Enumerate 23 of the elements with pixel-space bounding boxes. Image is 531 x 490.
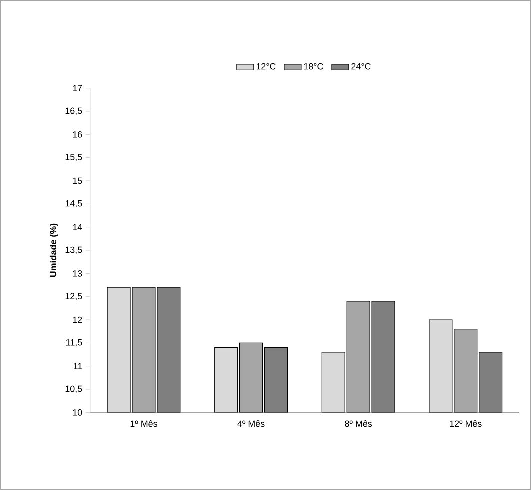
y-tick-label: 11,5 xyxy=(66,340,82,347)
x-tick-label: 8º Mês xyxy=(345,420,372,428)
y-tick-label: 16 xyxy=(73,131,82,138)
y-tick-label: 13,5 xyxy=(66,246,82,254)
y-tick-label: 15,5 xyxy=(66,154,82,162)
x-tick-label: 1º Mês xyxy=(130,420,158,428)
y-tick-label: 11 xyxy=(74,363,82,370)
y-tick-label: 16,5 xyxy=(66,108,82,116)
legend-label: 18°C xyxy=(304,63,324,70)
legend-label: 24°C xyxy=(352,63,371,70)
y-axis-title: Umidade (%) xyxy=(50,224,58,278)
x-tick-label: 12º Mês xyxy=(450,420,482,428)
y-tick-label: 14,5 xyxy=(66,200,82,208)
y-tick-label: 13 xyxy=(73,270,82,277)
y-tick-label: 17 xyxy=(73,85,82,92)
x-tick-label: 4º Mês xyxy=(238,420,265,428)
y-tick-label: 12 xyxy=(73,316,82,324)
y-tick-label: 12,5 xyxy=(66,293,82,301)
y-tick-label: 10 xyxy=(73,410,82,416)
legend-label: 12°C xyxy=(256,63,276,70)
y-tick-label: 10,5 xyxy=(66,386,82,394)
y-tick-label: 15 xyxy=(73,178,82,184)
y-tick-label: 14 xyxy=(73,224,82,230)
